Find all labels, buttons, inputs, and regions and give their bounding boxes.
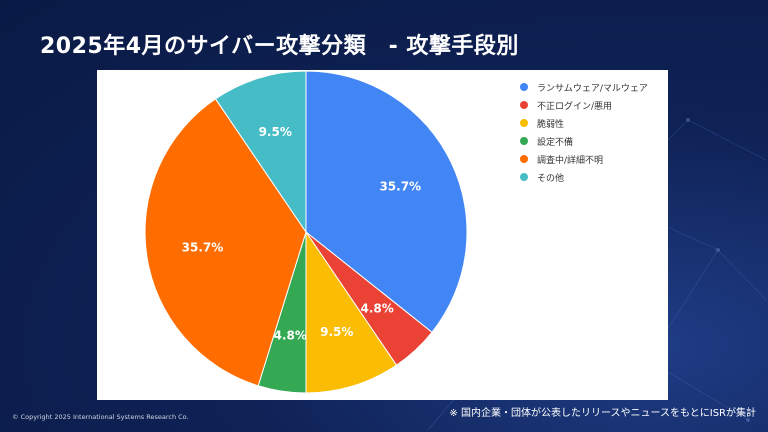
pie-chart: 35.7% 4.8% 9.5% 4.8% 35.7% 9.5% (144, 70, 468, 394)
pie-slice-label-1: 4.8% (361, 302, 394, 316)
legend-item-3: 設定不備 (520, 132, 648, 150)
pie-slice-label-5: 9.5% (259, 125, 292, 139)
pie-slice-label-0: 35.7% (379, 180, 421, 194)
chart-legend: ランサムウェア/マルウェア 不正ログイン/悪用 脆弱性設定不備調査中/詳細不明 その他 (520, 78, 648, 186)
legend-label: 不正ログイン/悪用 (537, 101, 613, 112)
legend-swatch (520, 83, 528, 91)
legend-item-1: 不正ログイン/悪用 (520, 96, 648, 114)
legend-label: その他 (537, 173, 565, 184)
chart-panel: 35.7% 4.8% 9.5% 4.8% 35.7% 9.5% ランサムウェア/マルウェア… (97, 70, 668, 400)
page-title: 2025年4月のサイバー攻撃分類 - 攻撃手段別 (40, 34, 519, 59)
pie-slice-2 (305, 230, 398, 394)
source-note: ※ 国内企業・団体が公表したリリースやニュースをもとにISRが集計 (449, 408, 756, 419)
pie-slice-label-4: 35.7% (182, 240, 224, 254)
legend-swatch (520, 137, 528, 145)
pie-slice-label-2: 9.5% (320, 325, 353, 339)
legend-label: 調査中/詳細不明 (537, 155, 604, 166)
legend-swatch (520, 119, 528, 127)
copyright-text: © Copyright 2025 International Systems R… (12, 413, 189, 421)
pie-slice-label-3: 4.8% (274, 328, 307, 342)
legend-label: 脆弱性 (537, 119, 565, 130)
pie-slice-4 (144, 98, 307, 387)
legend-item-4: 調査中/詳細不明 (520, 150, 648, 168)
legend-item-2: 脆弱性 (520, 114, 648, 132)
legend-item-5: その他 (520, 168, 648, 186)
pie-slice-0 (305, 70, 468, 333)
legend-swatch (520, 101, 528, 109)
legend-label: ランサムウェア/マルウェア (537, 83, 648, 94)
legend-label: 設定不備 (537, 137, 574, 148)
legend-item-0: ランサムウェア/マルウェア (520, 78, 648, 96)
pie-slice-5 (214, 70, 307, 234)
legend-swatch (520, 155, 528, 163)
legend-swatch (520, 173, 528, 181)
